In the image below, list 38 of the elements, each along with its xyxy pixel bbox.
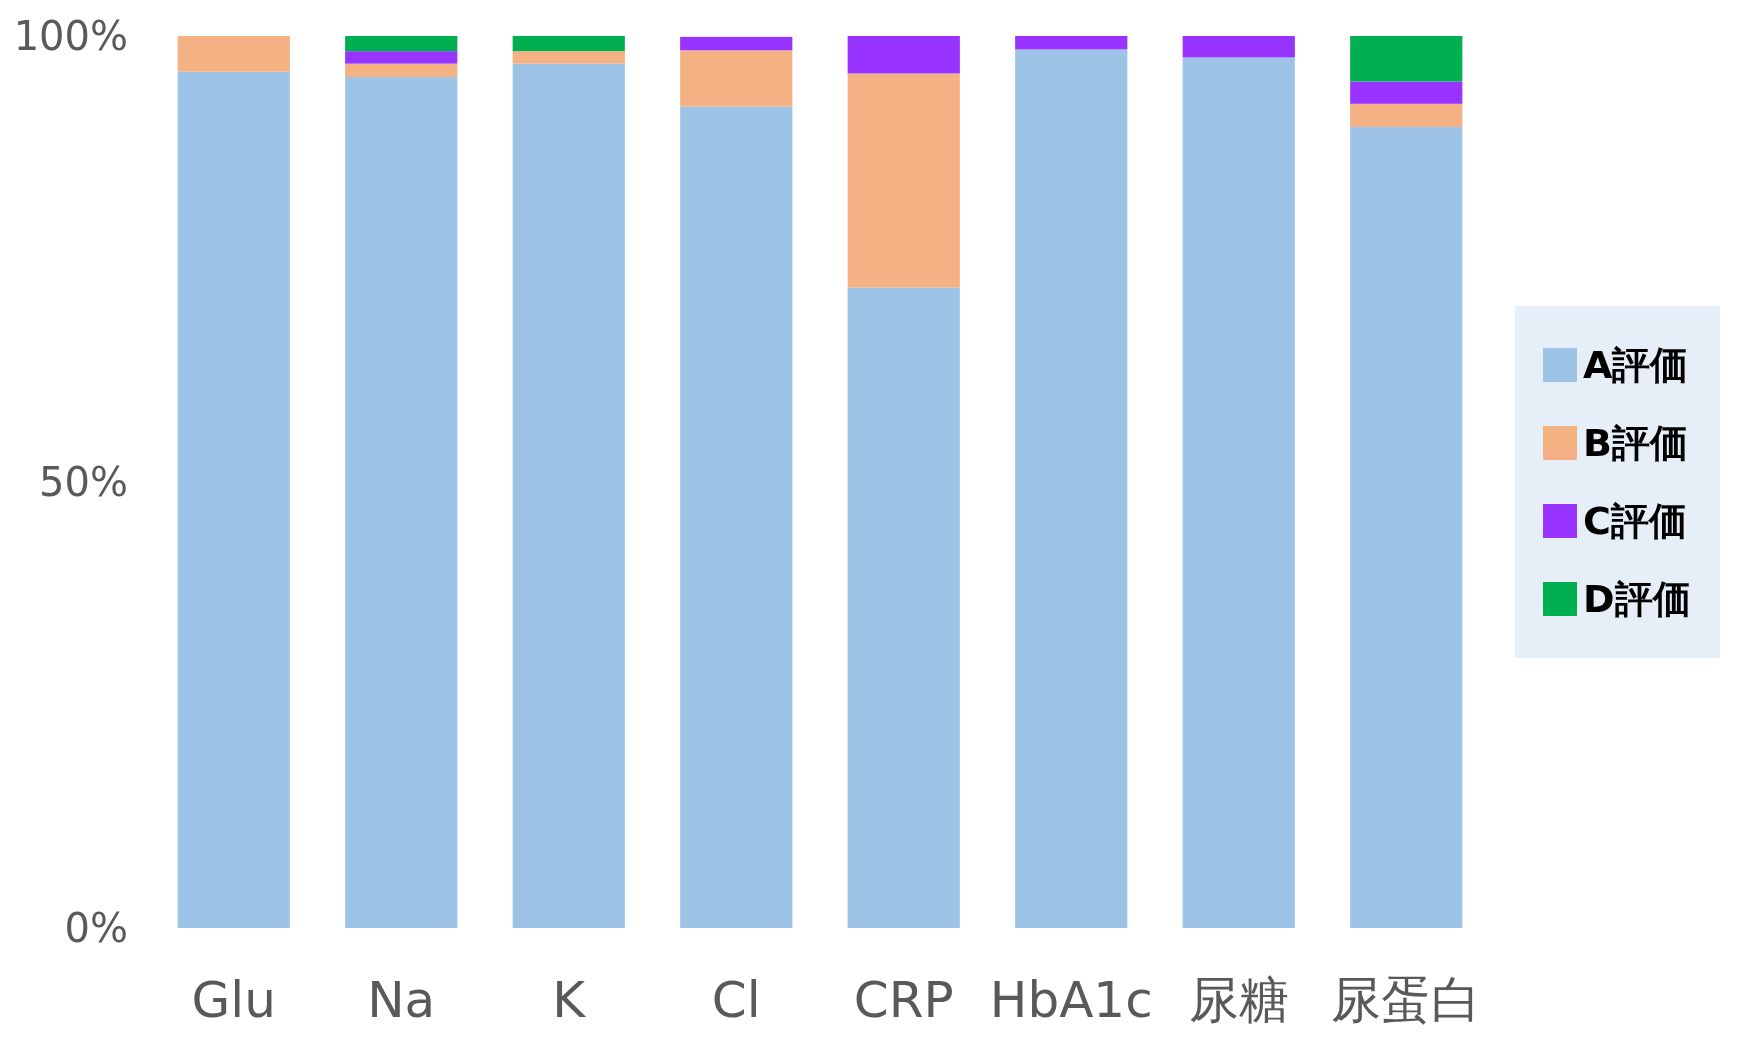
x-tick-label: Glu [191,971,276,1029]
x-tick-label: CRP [853,971,954,1029]
bar [512,36,625,52]
x-tick-label: Na [367,971,436,1029]
legend-label: A評価 [1583,343,1689,387]
bar [1350,103,1463,127]
x-tick-label: HbA1c [989,971,1153,1029]
x-tick-label: 尿糖 [1188,971,1289,1029]
y-tick-label: 0% [64,905,128,951]
bar [512,51,625,64]
bar [1350,126,1463,928]
bar [1350,36,1463,82]
x-tick-label: 尿蛋白 [1331,971,1482,1029]
y-tick-label: 50% [39,459,128,505]
x-tick-label: K [552,971,587,1029]
bar [345,36,458,52]
legend-label: C評価 [1583,499,1687,543]
bar [345,77,458,928]
x-tick-label: Cl [711,971,761,1029]
bar [1015,49,1128,928]
bar [847,36,960,74]
bar [1182,57,1295,928]
bar [345,51,458,64]
y-tick-label: 100% [13,13,128,59]
bar [847,73,960,288]
bar [1350,81,1463,104]
bar [680,106,793,928]
bar [847,287,960,928]
bar [680,50,793,107]
bar [345,63,458,78]
bar [512,63,625,928]
bar [177,71,290,928]
bar [680,36,793,51]
bar [1015,36,1128,50]
legend-label: B評価 [1583,421,1688,465]
bar [177,36,290,72]
legend-label: D評価 [1583,577,1691,621]
bar [1182,36,1295,58]
